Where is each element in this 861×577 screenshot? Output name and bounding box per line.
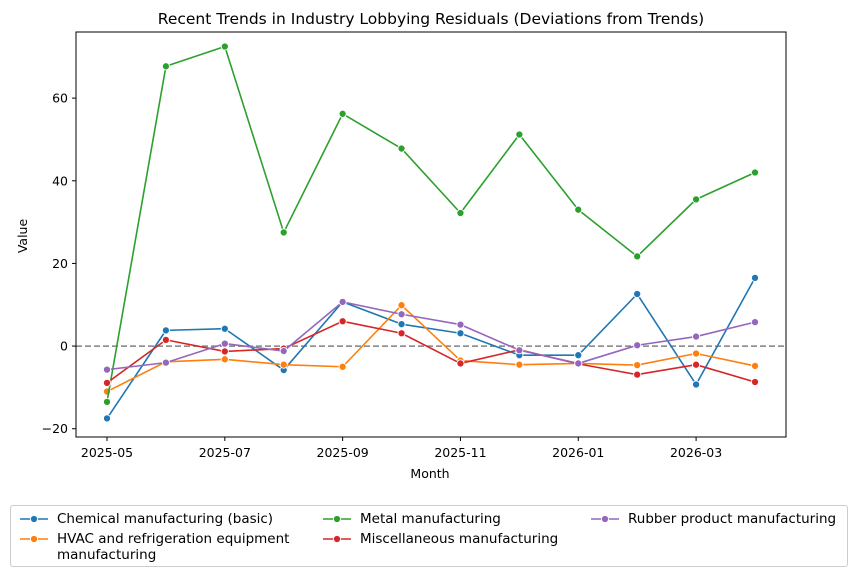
y-tick-label: 40	[52, 173, 68, 188]
data-point	[397, 144, 406, 153]
data-point	[515, 360, 524, 369]
data-point	[338, 297, 347, 306]
data-point	[456, 359, 465, 368]
data-point	[456, 320, 465, 329]
data-point	[397, 301, 406, 310]
data-point	[750, 168, 760, 177]
data-point	[279, 228, 288, 237]
data-point	[456, 208, 465, 218]
series-metal-manufacturing	[102, 42, 760, 406]
y-tick-label: 20	[52, 256, 68, 271]
chart-title: Recent Trends in Industry Lobbying Resid…	[158, 10, 704, 28]
data-point	[220, 324, 229, 333]
data-point	[633, 289, 642, 299]
series-line	[106, 277, 756, 419]
data-point	[220, 347, 229, 356]
data-point	[574, 205, 583, 214]
y-axis-label: Value	[15, 219, 30, 254]
data-point	[397, 320, 406, 329]
legend-item: Rubber product manufacturing	[590, 511, 836, 527]
x-tick-label: 2026-01	[552, 445, 604, 460]
legend-swatch	[323, 534, 351, 544]
series-line	[106, 304, 756, 393]
data-point	[633, 370, 642, 379]
data-point	[161, 335, 170, 344]
legend-swatch	[591, 514, 619, 524]
data-point	[692, 332, 701, 341]
data-point	[633, 341, 642, 350]
legend-swatch-marker	[29, 534, 39, 544]
x-tick-label: 2025-07	[199, 445, 251, 460]
data-point	[574, 359, 583, 368]
x-tick-label: 2026-03	[670, 445, 722, 460]
legend-label: Chemical manufacturing (basic)	[57, 511, 274, 527]
data-point	[515, 346, 524, 355]
data-point	[397, 329, 406, 338]
legend-swatch-marker	[600, 514, 610, 524]
legend-swatch-marker	[332, 514, 342, 524]
series-line	[106, 320, 756, 384]
series-layer	[102, 42, 760, 423]
data-point	[102, 397, 112, 406]
data-point	[633, 252, 642, 261]
data-point	[220, 355, 229, 364]
legend-label: Rubber product manufacturing	[628, 511, 837, 527]
legend-swatch	[323, 514, 351, 524]
series-line	[106, 45, 756, 403]
legend-item: Miscellaneous manufacturing	[322, 531, 558, 547]
data-point	[220, 339, 229, 348]
legend-swatch-marker	[29, 514, 39, 524]
plot-frame	[75, 31, 787, 438]
data-point	[161, 358, 170, 367]
series-line	[106, 301, 756, 371]
axes: −20 0 20 40 60 2025-05 2025-07 2025-09 2025-11 20…	[42, 31, 787, 460]
data-point	[574, 351, 583, 360]
legend-label: Miscellaneous manufacturing	[360, 531, 559, 547]
data-point	[220, 42, 229, 51]
data-point	[338, 362, 347, 371]
data-point	[633, 361, 642, 370]
data-point	[456, 329, 465, 338]
data-point	[515, 130, 524, 139]
data-point	[750, 318, 760, 327]
series-hvac-and-refrigeration-equipment-manufacturing	[102, 301, 760, 396]
x-tick-label: 2025-09	[317, 445, 369, 460]
data-point	[102, 365, 112, 374]
x-axis-label: Month	[410, 466, 449, 481]
data-point	[750, 377, 760, 387]
data-point	[692, 195, 701, 204]
data-point	[692, 349, 701, 358]
data-point	[750, 361, 760, 370]
data-point	[338, 109, 347, 118]
legend-item: HVAC and refrigeration equipment manufac…	[19, 531, 309, 563]
y-tick-label: −20	[42, 421, 68, 436]
data-point	[102, 378, 112, 387]
data-point	[279, 360, 288, 369]
x-tick-label: 2025-05	[81, 445, 133, 460]
legend-label: HVAC and refrigeration equipment manufac…	[57, 531, 290, 563]
data-point	[279, 346, 288, 356]
series-rubber-product-manufacturing	[102, 297, 760, 374]
legend-item: Chemical manufacturing (basic)	[19, 511, 273, 527]
legend-swatch-marker	[332, 534, 342, 544]
legend-label: Metal manufacturing	[360, 511, 501, 527]
legend-swatch	[20, 514, 48, 524]
data-point	[750, 273, 760, 282]
line-chart: Recent Trends in Industry Lobbying Resid…	[15, 10, 787, 481]
data-point	[692, 380, 701, 389]
data-point	[338, 317, 347, 326]
data-point	[161, 326, 170, 335]
data-point	[692, 360, 701, 369]
legend-item: Metal manufacturing	[322, 511, 501, 527]
data-point	[161, 62, 170, 71]
x-tick-label: 2025-11	[434, 445, 486, 460]
y-tick-label: 60	[52, 91, 68, 106]
legend-swatch	[20, 534, 48, 544]
y-tick-label: 0	[60, 339, 68, 354]
data-point	[102, 414, 112, 423]
data-point	[397, 310, 406, 319]
legend: Chemical manufacturing (basic) HVAC and r…	[10, 505, 848, 567]
